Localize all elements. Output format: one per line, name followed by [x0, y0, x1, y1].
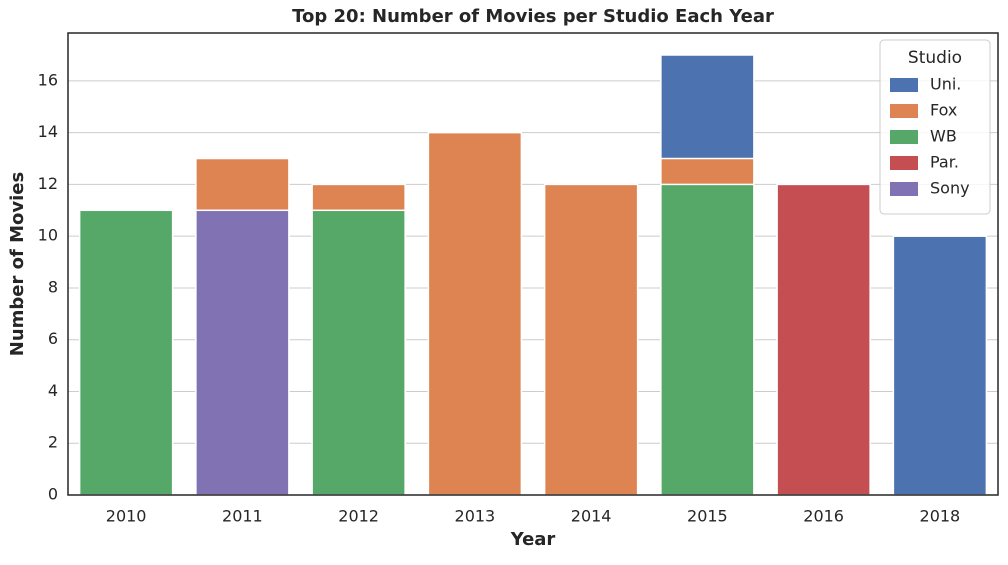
x-tick-label: 2016: [803, 507, 844, 526]
y-tick-label: 8: [48, 277, 58, 296]
x-axis-label: Year: [510, 529, 556, 550]
bar: [311, 209, 406, 496]
y-axis-label: Number of Movies: [7, 172, 28, 356]
y-tick-label: 4: [48, 381, 58, 400]
x-tick-label: 2015: [687, 507, 728, 526]
bar: [195, 209, 290, 496]
bar: [427, 131, 523, 496]
x-tick-label: 2011: [222, 507, 263, 526]
legend-swatch: [890, 156, 918, 170]
legend-label: Fox: [930, 101, 957, 120]
y-tick-label: 12: [38, 174, 58, 193]
x-tick-label: 2012: [338, 507, 379, 526]
bar: [543, 183, 639, 496]
legend-swatch: [890, 104, 918, 118]
plot-frame: [67, 32, 999, 496]
chart-title: Top 20: Number of Movies per Studio Each…: [292, 6, 774, 27]
legend-swatch: [890, 78, 918, 92]
legend-swatch: [890, 130, 918, 144]
x-tick-label: 2014: [571, 507, 612, 526]
y-tick-label: 6: [48, 329, 58, 348]
legend-label: Par.: [930, 153, 959, 172]
bar: [776, 183, 871, 496]
x-tick-label: 2018: [920, 507, 961, 526]
y-tick-label: 14: [38, 122, 58, 141]
legend-swatch: [890, 182, 918, 196]
x-tick-label: 2013: [455, 507, 496, 526]
legend-label: Uni.: [930, 75, 961, 94]
y-tick-label: 0: [48, 485, 58, 504]
bar: [660, 183, 755, 496]
y-tick-label: 2: [48, 433, 58, 452]
bar: [78, 209, 174, 496]
y-tick-label: 16: [38, 70, 58, 89]
legend-label: Sony: [930, 179, 970, 198]
legend-label: WB: [930, 127, 957, 146]
bar: [892, 235, 988, 496]
legend-title: Studio: [908, 48, 962, 68]
y-tick-label: 10: [38, 226, 58, 245]
x-tick-label: 2010: [106, 507, 147, 526]
